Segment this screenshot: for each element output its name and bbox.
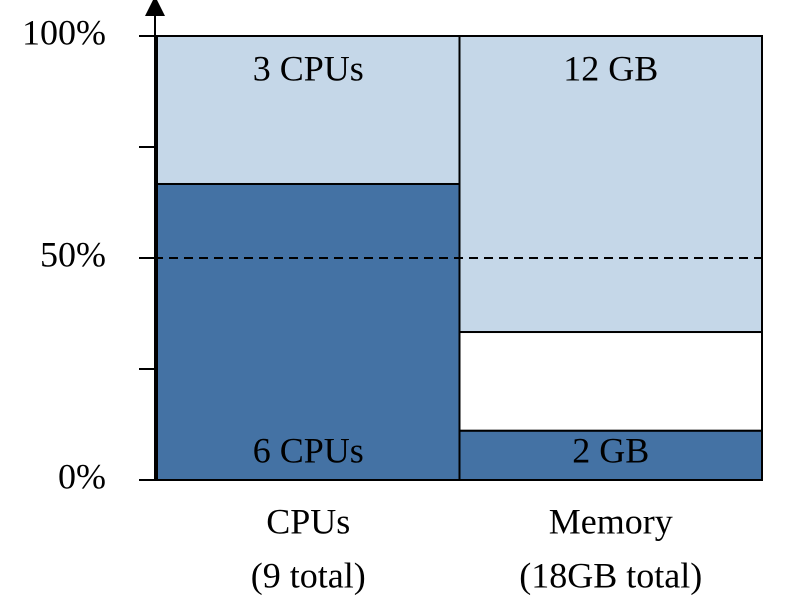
y-tick-label: 100%: [22, 12, 106, 52]
bar-segment: [156, 35, 461, 185]
x-tick-label: (9 total): [251, 555, 366, 595]
x-tick-label: (18GB total): [519, 555, 702, 595]
bar-segment: [156, 182, 461, 481]
x-tick-label: Memory: [549, 501, 673, 541]
value-label: 3 CPUs: [253, 48, 364, 88]
value-label: 6 CPUs: [253, 430, 364, 470]
bar-segment: [458, 35, 763, 334]
value-label: 2 GB: [572, 430, 649, 470]
x-tick-label: CPUs: [266, 501, 350, 541]
bar-segment: [458, 331, 763, 432]
y-tick-label: 0%: [58, 456, 106, 496]
y-tick-label: 50%: [40, 234, 106, 274]
value-label: 12 GB: [563, 48, 658, 88]
